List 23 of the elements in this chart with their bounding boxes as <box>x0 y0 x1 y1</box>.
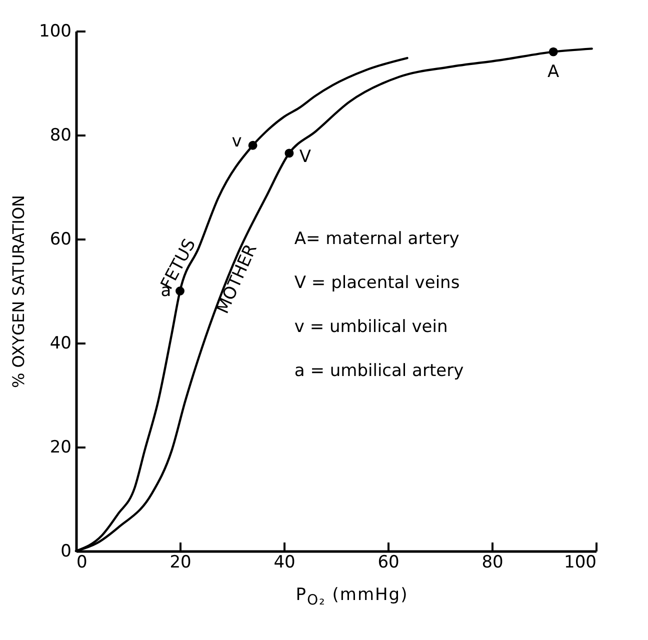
annotation: A <box>548 62 560 82</box>
y-tick-label: 60 <box>50 230 72 250</box>
y-tick-label: 80 <box>50 126 72 146</box>
x-tick-label: 0 <box>76 552 88 572</box>
x-tick-label: 100 <box>564 552 596 572</box>
y-tick-label: 40 <box>50 334 72 354</box>
annotation: v = umbilical vein <box>294 317 448 337</box>
x-tick-label: 40 <box>274 552 296 572</box>
annotation: a = umbilical artery <box>294 361 464 381</box>
annotation: V <box>299 147 312 168</box>
point <box>284 148 294 158</box>
x-tick-label: 20 <box>170 552 192 572</box>
x-tick-label: 60 <box>378 552 400 572</box>
x-axis-title: P$_{O₂}$ (mmHg) <box>294 585 410 608</box>
point <box>548 47 558 56</box>
y-tick-label: 100 <box>39 22 72 42</box>
annotation: v <box>232 131 242 152</box>
point <box>248 140 258 150</box>
y-tick-label: 20 <box>50 438 72 458</box>
y-axis-title: % OXYGEN SATURATION <box>9 194 28 388</box>
annotation: A= maternal artery <box>294 229 460 249</box>
annotation: V = placental veins <box>294 273 460 293</box>
x-tick-label: 80 <box>482 552 504 572</box>
